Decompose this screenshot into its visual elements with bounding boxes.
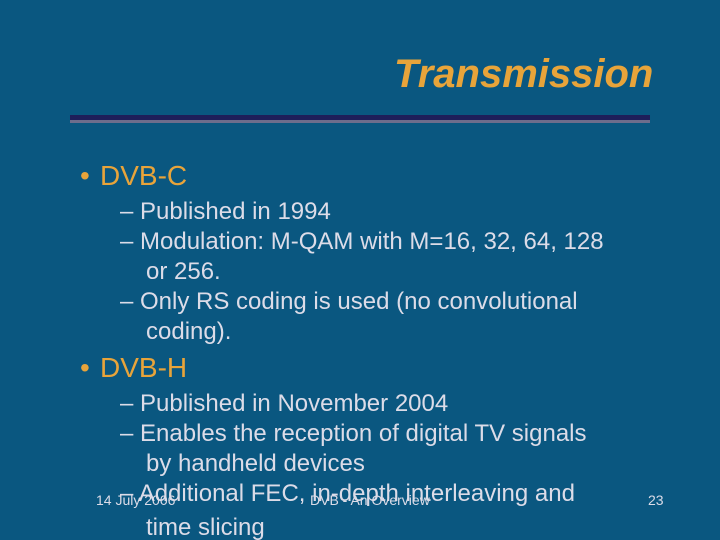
footer-page-number: 23 xyxy=(648,492,664,508)
footer-title: DVB - An Overview xyxy=(310,492,430,508)
bullet-level2: – Published in November 2004 xyxy=(120,390,448,418)
bullet-level1: DVB-C xyxy=(100,160,187,192)
slide: Transmission •DVB-C– Published in 1994– … xyxy=(0,0,720,540)
slide-title: Transmission xyxy=(394,52,653,97)
bullet-level2: or 256. xyxy=(146,258,221,286)
bullet-level2: – Modulation: M-QAM with M=16, 32, 64, 1… xyxy=(120,228,604,256)
bullet-level2: – Published in 1994 xyxy=(120,198,331,226)
bullet-level2: – Enables the reception of digital TV si… xyxy=(120,420,587,448)
bullet-level2: by handheld devices xyxy=(146,450,365,478)
footer-date: 14 July 2006 xyxy=(96,492,175,508)
bullet-dot: • xyxy=(80,352,90,384)
bullet-dot: • xyxy=(80,160,90,192)
divider-main xyxy=(70,115,650,120)
bullet-level2: time slicing xyxy=(146,514,265,540)
bullet-level2: – Only RS coding is used (no convolution… xyxy=(120,288,578,316)
bullet-level1: DVB-H xyxy=(100,352,187,384)
bullet-level2: coding). xyxy=(146,318,231,346)
divider-shadow xyxy=(70,120,650,123)
